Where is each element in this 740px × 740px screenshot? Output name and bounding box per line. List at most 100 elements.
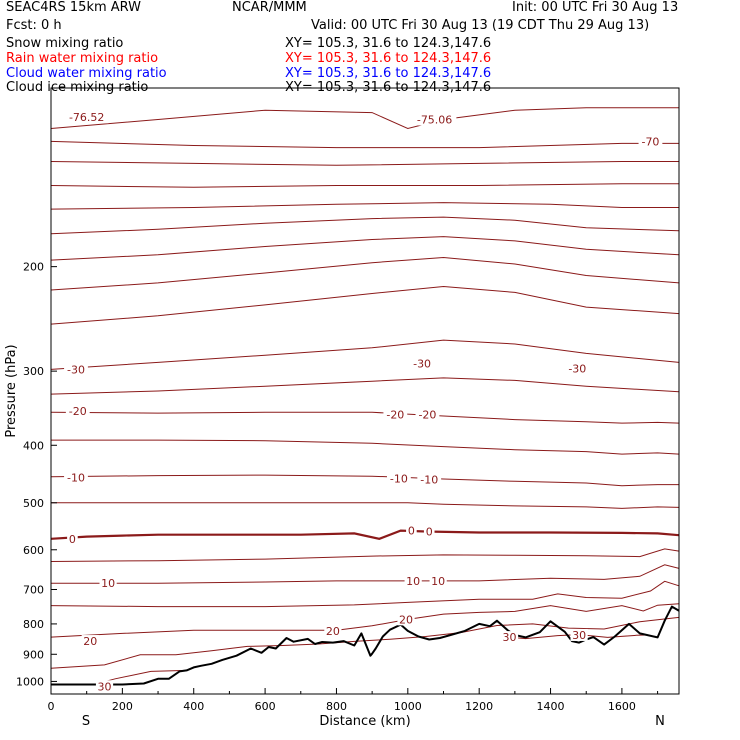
contour-label: -20 [418,409,436,422]
contour-label-background [65,404,90,417]
isotherm-line [51,564,680,584]
x-tick-label: 1200 [465,700,493,713]
contour-label-background [417,473,442,486]
contour-label: 20 [399,613,413,626]
field-cloudwater-name: Cloud water mixing ratio [6,66,167,81]
isotherm-line [50,339,680,370]
contour-label-background [412,113,457,126]
contour-label: -10 [390,472,408,485]
isotherm-line [50,216,680,235]
contour-label: -30 [67,363,85,376]
y-tick-label: 700 [23,584,44,597]
contour-label-background [64,471,88,484]
y-tick-label: 900 [23,648,44,661]
contour-label-layer: -76.52 -75.06-70-30 -30 -30-20 -20 -20-10 -10-… [64,111,663,693]
y-tick-label: 500 [23,497,44,510]
contour-label-background [397,613,415,626]
contour-label-background [67,532,78,545]
center-label: NCAR/MMM [232,0,307,15]
field-rain-xy: XY= 105.3, 31.6 to 124.3,147.6 [285,51,492,66]
x-tick-label: 1600 [608,700,636,713]
contour-label-background [570,628,588,641]
contour-label-background [638,135,663,148]
contour-label: 20 [326,625,340,638]
y-axis-label: Pressure (hPa) [4,344,19,437]
contour-label: -76.52 [69,111,104,124]
y-tick-label: 600 [23,544,44,557]
contour-label-background [500,631,519,644]
contour-label: -10 [420,474,438,487]
contour-label-background [386,472,411,485]
isotherm-line [50,580,680,608]
contour-label: 30 [572,629,586,642]
contour-label-background [99,577,117,590]
x-tick-label: 200 [112,700,133,713]
field-snow-xy: XY= 105.3, 31.6 to 124.3,147.6 [285,36,492,51]
contour-label-background [383,408,408,421]
contour-label-background [404,574,422,587]
isotherm-line [50,377,680,395]
axis-layer: 0 200 400 600 800 1000 1200 1400 160020030040050… [16,261,659,713]
contour-label: 0 [69,533,76,546]
y-tick-label: 200 [23,261,44,274]
isotherm-line [51,502,680,509]
isotherm-line [50,236,680,261]
plot-frame [50,87,680,695]
x-tick-label: 1400 [537,700,565,713]
isotherm-line [50,107,679,130]
contour-label: 0 [408,525,415,538]
contour-label-background [64,363,88,376]
valid-time: Valid: 00 UTC Fri 30 Aug 13 (19 CDT Thu … [311,18,650,33]
y-tick-label: 300 [23,365,44,378]
isotherm-line [50,285,680,325]
contour-label: 20 [83,635,97,648]
field-cloudwater-xy: XY= 105.3, 31.6 to 124.3,147.6 [285,66,492,81]
contour-label: 0 [426,526,433,539]
contour-label: 10 [431,575,445,588]
x-tick-label: 600 [255,700,276,713]
contour-label: -30 [413,357,431,370]
isotherm-line [50,548,680,562]
isotherm-line [50,411,680,424]
terrain-layer [51,605,680,686]
isotherm-line [50,474,679,487]
contour-label: -10 [67,471,85,484]
contour-label-background [64,111,109,124]
isotherm-line [50,603,680,638]
endpoint-north: N [655,714,665,729]
y-tick-label: 800 [23,618,44,631]
isotherm-layer [50,107,680,685]
init-time: Init: 00 UTC Fri 30 Aug 13 [512,0,679,15]
isotherm-line [51,439,680,455]
endpoint-south: S [82,714,90,729]
x-tick-label: 800 [326,700,347,713]
isotherm-line [50,183,679,188]
terrain-line [51,605,680,686]
isotherm-line [50,616,680,669]
isotherm-line [50,202,679,210]
x-tick-label: 0 [48,700,55,713]
contour-label: 10 [101,577,115,590]
contour-label-background [410,357,434,370]
contour-label-background [81,635,99,648]
contour-label-background [423,525,435,538]
x-axis-label: Distance (km) [319,714,410,729]
model-title: SEAC4RS 15km ARW [6,0,142,15]
y-tick-label: 1000 [16,675,44,688]
contour-label: -70 [641,135,659,148]
contour-label-background [406,524,417,537]
contour-label-background [324,624,342,637]
contour-label: -75.06 [417,113,452,126]
field-snow-name: Snow mixing ratio [6,36,124,51]
x-tick-label: 400 [183,700,204,713]
isotherm-line [50,529,680,540]
x-tick-label: 1000 [394,700,422,713]
y-tick-label: 400 [23,439,44,452]
contour-label-background [429,574,447,587]
contour-label: -20 [386,409,404,422]
contour-label: -30 [568,363,586,376]
contour-label-background [565,362,590,375]
isotherm-line [50,256,680,291]
contour-label: 10 [406,575,420,588]
